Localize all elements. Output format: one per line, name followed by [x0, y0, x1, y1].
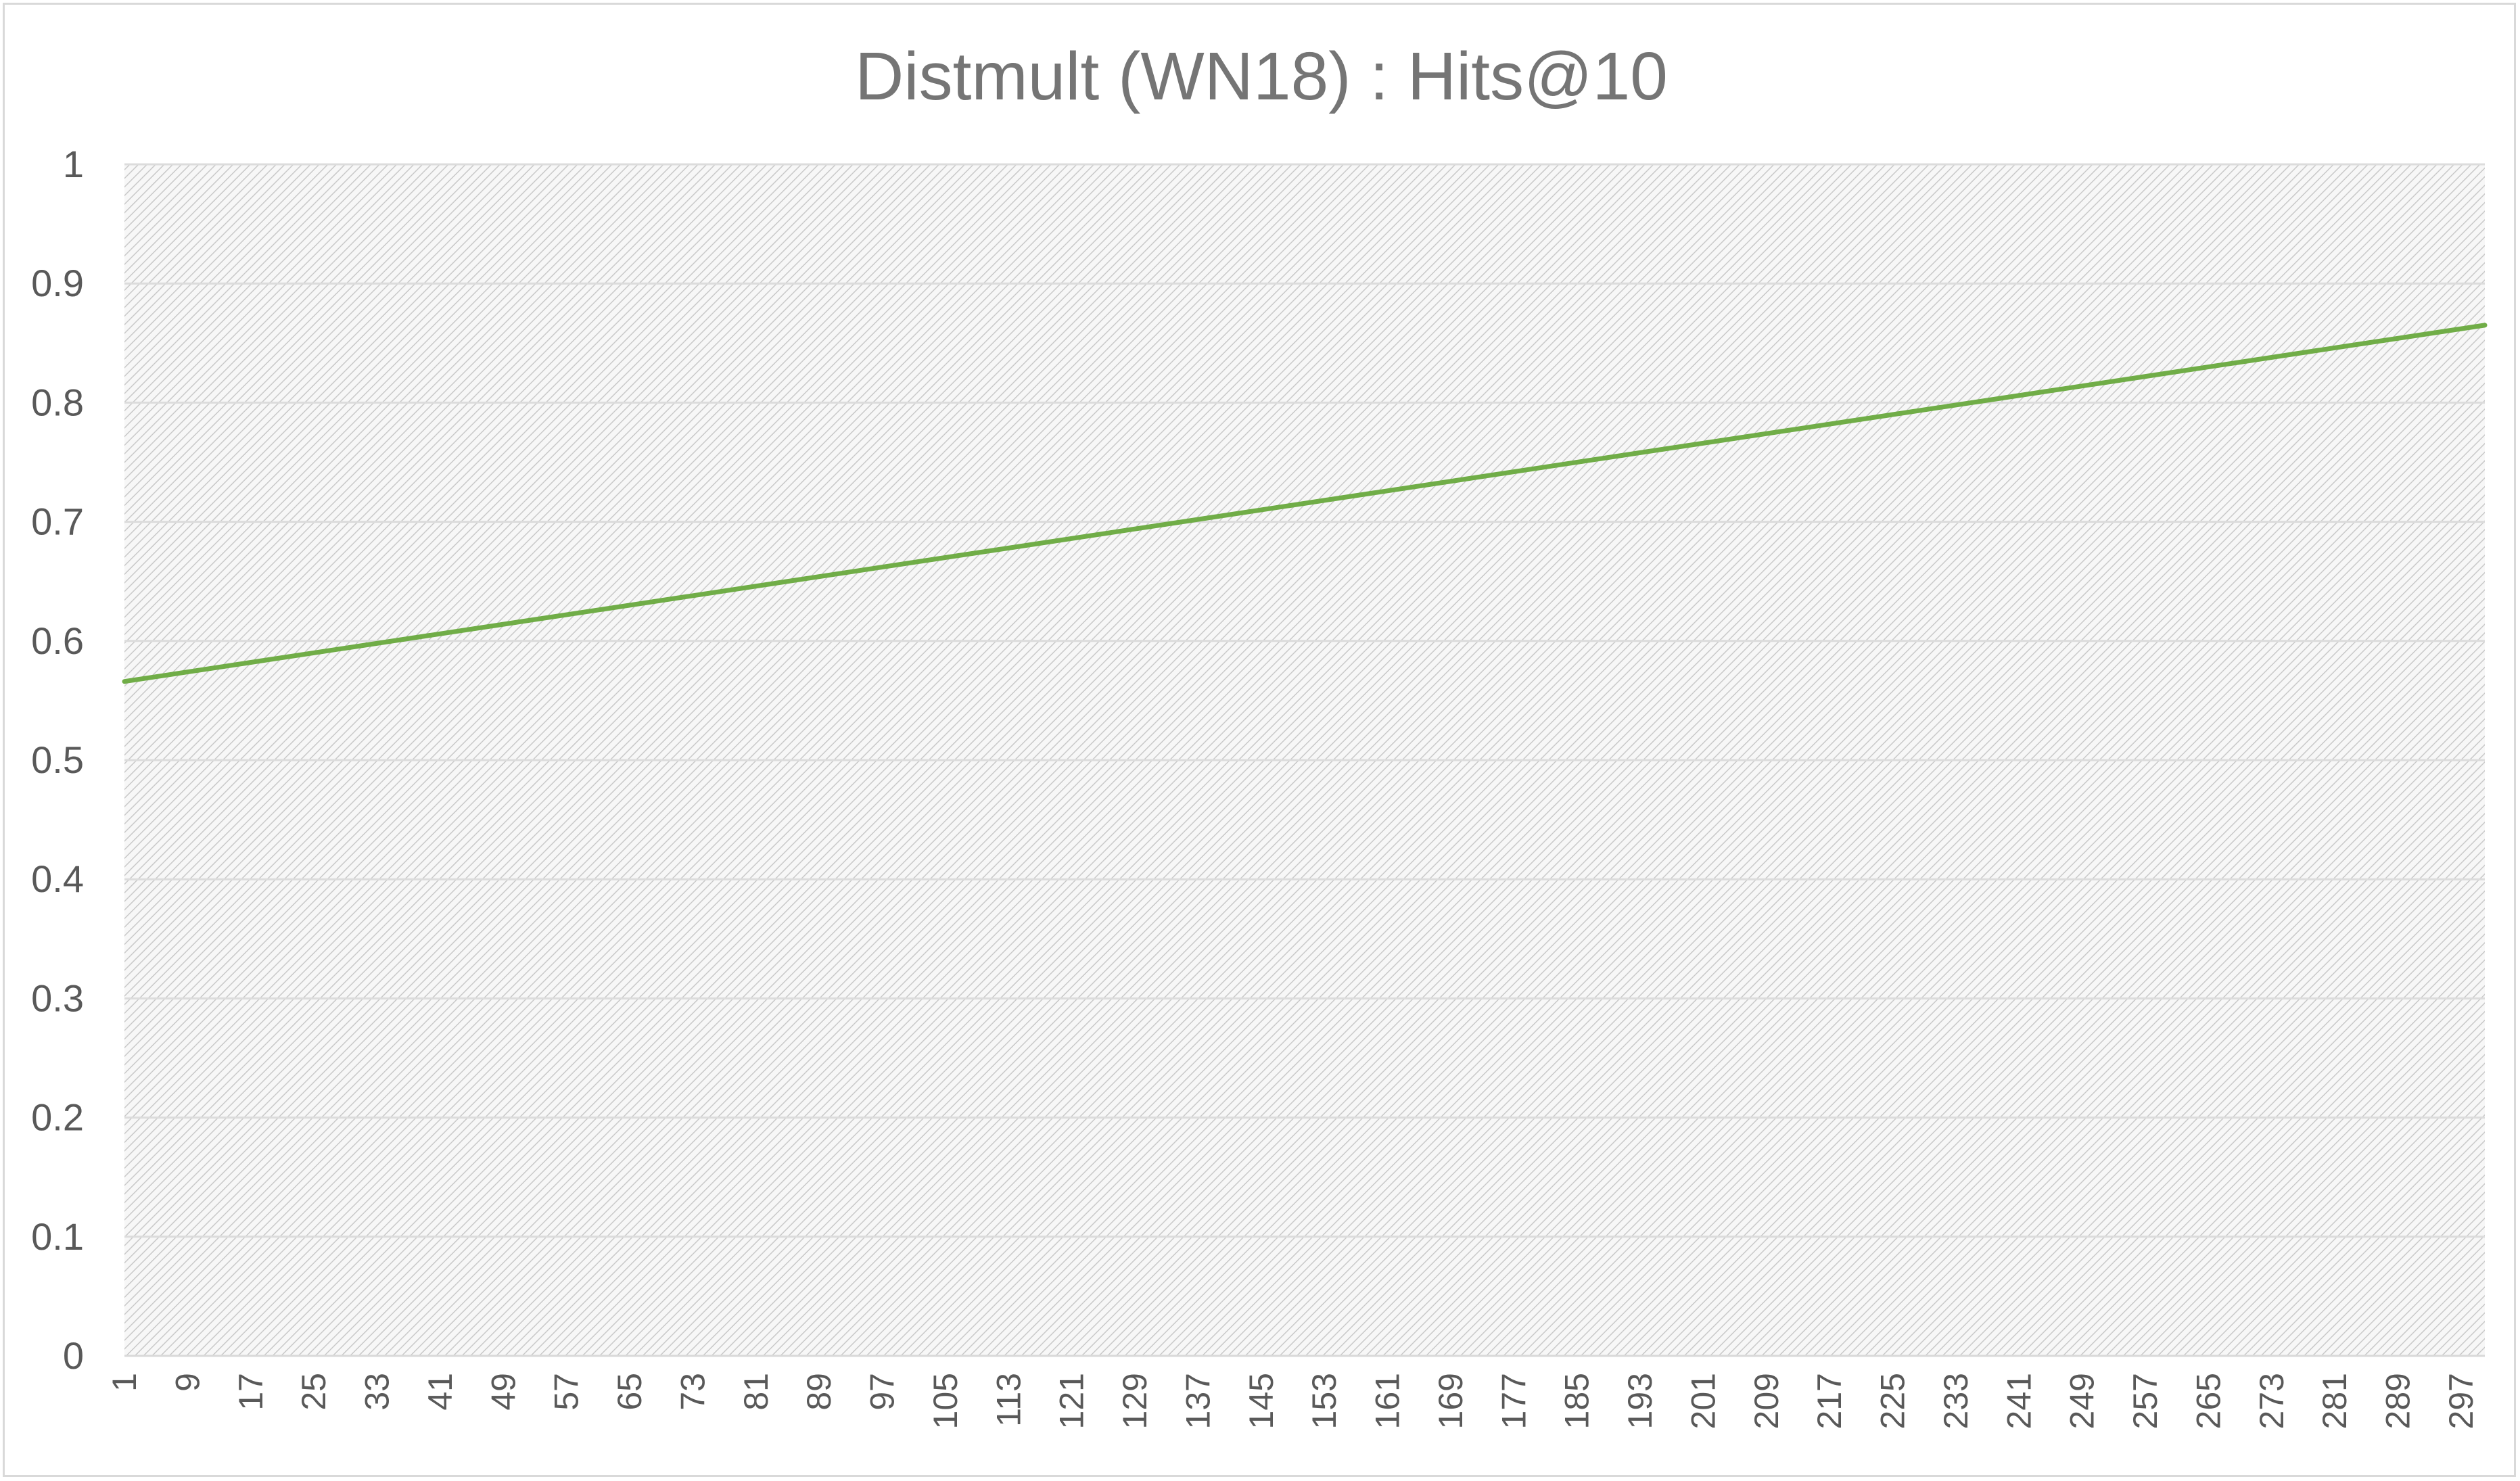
y-tick-label: 0.4	[31, 857, 84, 900]
x-tick-label: 169	[1432, 1373, 1470, 1429]
x-tick-label: 41	[421, 1373, 459, 1411]
y-tick-label: 0.8	[31, 381, 84, 423]
x-tick-label: 1	[106, 1373, 143, 1392]
x-tick-label: 193	[1621, 1373, 1659, 1429]
x-axis-ticks: 1 9 17 25 33 41 49 57 65 73 81 89 97 105 113 121 129 137 1…	[106, 1373, 2480, 1429]
x-tick-label: 201	[1684, 1373, 1722, 1429]
x-tick-label: 121	[1053, 1373, 1091, 1429]
y-tick-label: 0.6	[31, 619, 84, 662]
x-tick-label: 57	[548, 1373, 586, 1411]
x-tick-label: 33	[358, 1373, 396, 1411]
chart-svg: Distmult (WN18) : Hits@10 00.10.20.30.40…	[31, 39, 2488, 1429]
y-axis-ticks: 0 0.1 0.2 0.3 0.4 0.5 0.6 0.7 0.8 0.9 1	[31, 143, 84, 1377]
x-tick-label: 265	[2189, 1373, 2227, 1429]
x-tick-label: 297	[2442, 1373, 2480, 1429]
x-tick-label: 233	[1937, 1373, 1975, 1429]
x-tick-label: 145	[1242, 1373, 1280, 1429]
x-tick-label: 17	[232, 1373, 270, 1411]
x-tick-label: 273	[2253, 1373, 2291, 1429]
x-tick-label: 49	[484, 1373, 522, 1411]
x-tick-label: 97	[864, 1373, 902, 1411]
y-tick-label: 0.3	[31, 977, 84, 1019]
series-line	[122, 323, 2488, 684]
x-tick-label: 281	[2316, 1373, 2354, 1429]
grid-lines	[124, 163, 2485, 1238]
y-tick-label: 0	[63, 1334, 84, 1377]
series-layer	[122, 323, 2488, 684]
x-tick-label: 81	[737, 1373, 775, 1411]
y-tick-label: 0.9	[31, 262, 84, 304]
x-tick-label: 241	[2000, 1373, 2038, 1429]
x-tick-label: 161	[1369, 1373, 1407, 1429]
x-tick-label: 153	[1305, 1373, 1343, 1429]
x-tick-label: 89	[800, 1373, 838, 1411]
x-tick-label: 225	[1874, 1373, 1912, 1429]
y-tick-label: 0.1	[31, 1215, 84, 1258]
x-tick-label: 113	[989, 1373, 1027, 1427]
x-tick-label: 105	[927, 1373, 964, 1429]
y-tick-label: 0.5	[31, 738, 84, 781]
x-tick-label: 137	[1179, 1373, 1217, 1429]
y-tick-label: 0.7	[31, 500, 84, 543]
y-tick-label: 0.2	[31, 1096, 84, 1139]
x-tick-label: 209	[1748, 1373, 1786, 1429]
x-tick-label: 249	[2063, 1373, 2101, 1429]
x-tick-label: 9	[168, 1373, 206, 1392]
x-tick-label: 73	[674, 1373, 711, 1411]
chart-title: Distmult (WN18) : Hits@10	[855, 39, 1668, 114]
x-tick-label: 65	[611, 1373, 649, 1411]
x-tick-label: 289	[2379, 1373, 2417, 1429]
y-tick-label: 1	[63, 143, 84, 185]
x-tick-label: 257	[2126, 1373, 2164, 1429]
x-tick-label: 217	[1811, 1373, 1848, 1429]
x-tick-label: 25	[295, 1373, 333, 1411]
x-tick-label: 177	[1495, 1373, 1533, 1429]
x-tick-label: 185	[1558, 1373, 1596, 1429]
chart-frame: Distmult (WN18) : Hits@10 0 0.1 0.2 0.3 0.4 0…	[3, 3, 2516, 1477]
x-tick-label: 129	[1116, 1373, 1154, 1429]
